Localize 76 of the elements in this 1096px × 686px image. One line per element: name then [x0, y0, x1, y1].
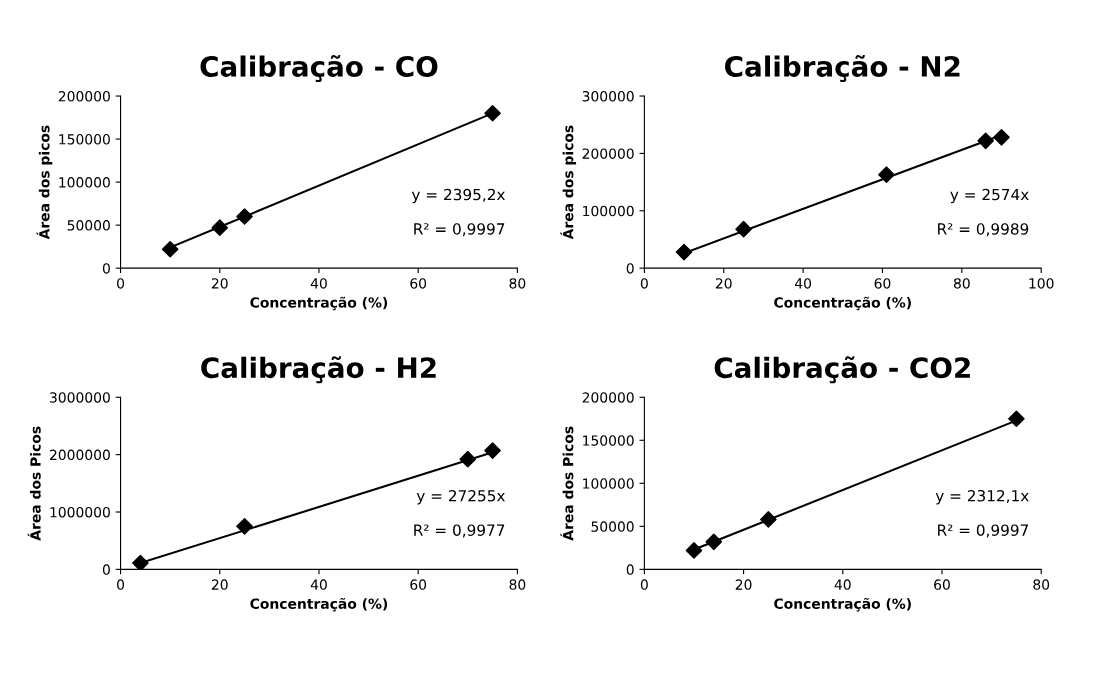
x-tick-label: 20	[735, 579, 752, 590]
point	[735, 220, 752, 238]
chart-title: Calibração - CO	[200, 54, 438, 83]
x-axis-title: Concentração (%)	[250, 597, 388, 612]
y-axis-title: Área dos picos	[560, 125, 577, 240]
point	[459, 450, 477, 468]
point	[977, 132, 994, 150]
y-axis-title: Área dos Picos	[27, 426, 41, 541]
y-tick-label: 100000	[583, 478, 634, 489]
annotation: R² = 0,9997	[938, 524, 1028, 538]
y-tick-label: 200000	[58, 91, 110, 102]
x-axis-title: Concentração (%)	[774, 597, 911, 612]
annotation: y = 2312,1x	[935, 489, 1029, 505]
point	[705, 533, 723, 551]
x-tick-label: 40	[310, 278, 327, 289]
y-tick-label: 150000	[583, 435, 634, 446]
annotation: y = 2395,2x	[411, 188, 505, 204]
y-tick-label: 100000	[59, 177, 110, 188]
point	[878, 166, 895, 183]
x-tick-label: 20	[211, 278, 228, 289]
x-tick-label: 60	[934, 579, 950, 590]
x-tick-label: 40	[834, 579, 851, 590]
x-tick-label: 80	[509, 278, 526, 289]
x-axis-title: Concentração (%)	[250, 296, 388, 311]
point	[211, 219, 229, 237]
x-tick-label: 20	[715, 278, 732, 289]
x-tick-label: 80	[1033, 579, 1050, 590]
y-tick-label: 2000000	[50, 449, 110, 461]
point	[675, 243, 693, 261]
y-tick-label: 3000000	[50, 392, 110, 403]
chart-title: Calibração - N2	[725, 54, 960, 83]
y-tick-label: 100000	[583, 205, 634, 217]
y-tick-label: 300000	[582, 91, 634, 102]
y-tick-label: 200000	[582, 148, 634, 159]
point	[161, 240, 179, 258]
y-axis-title: Área dos Picos	[560, 426, 574, 541]
x-tick-label: 40	[310, 579, 327, 590]
y-axis-title: Área dos picos	[36, 125, 53, 240]
x-tick-label: 60	[874, 278, 891, 289]
y-tick-label: 0	[102, 564, 110, 575]
x-tick-label: 100	[1029, 278, 1054, 289]
point	[484, 104, 501, 122]
point	[1008, 410, 1025, 428]
point	[132, 554, 149, 570]
point	[236, 208, 253, 225]
x-tick-label: 40	[794, 278, 812, 289]
x-tick-label: 0	[117, 579, 125, 590]
point	[685, 542, 703, 559]
x-tick-label: 60	[410, 579, 427, 590]
y-tick-label: 0	[626, 263, 634, 274]
x-tick-label: 80	[953, 278, 970, 289]
x-tick-label: 80	[509, 579, 526, 590]
y-tick-label: 0	[626, 564, 634, 575]
point	[760, 511, 777, 528]
x-tick-label: 0	[640, 579, 648, 590]
annotation: R² = 0,9977	[414, 524, 505, 538]
y-tick-label: 50000	[67, 220, 110, 231]
x-tick-label: 0	[640, 278, 648, 289]
annotation: R² = 0,9997	[414, 223, 505, 237]
y-tick-label: 200000	[582, 392, 634, 403]
annotation: y = 2574x	[950, 188, 1029, 204]
point	[484, 442, 501, 459]
chart-title: Calibração - H2	[201, 356, 436, 384]
point	[993, 129, 1010, 146]
y-tick-label: 150000	[59, 134, 110, 145]
x-axis-title: Concentração (%)	[774, 296, 911, 311]
y-tick-label: 50000	[591, 521, 634, 532]
x-tick-label: 60	[410, 278, 427, 289]
y-tick-label: 0	[102, 263, 110, 274]
x-tick-label: 20	[211, 579, 228, 590]
y-tick-label: 1000000	[50, 506, 110, 518]
point	[236, 518, 253, 535]
x-tick-label: 0	[117, 278, 125, 289]
chart-title: Calibração - CO2	[714, 356, 970, 384]
annotation: y = 27255x	[416, 489, 505, 505]
annotation: R² = 0,9989	[938, 223, 1029, 237]
